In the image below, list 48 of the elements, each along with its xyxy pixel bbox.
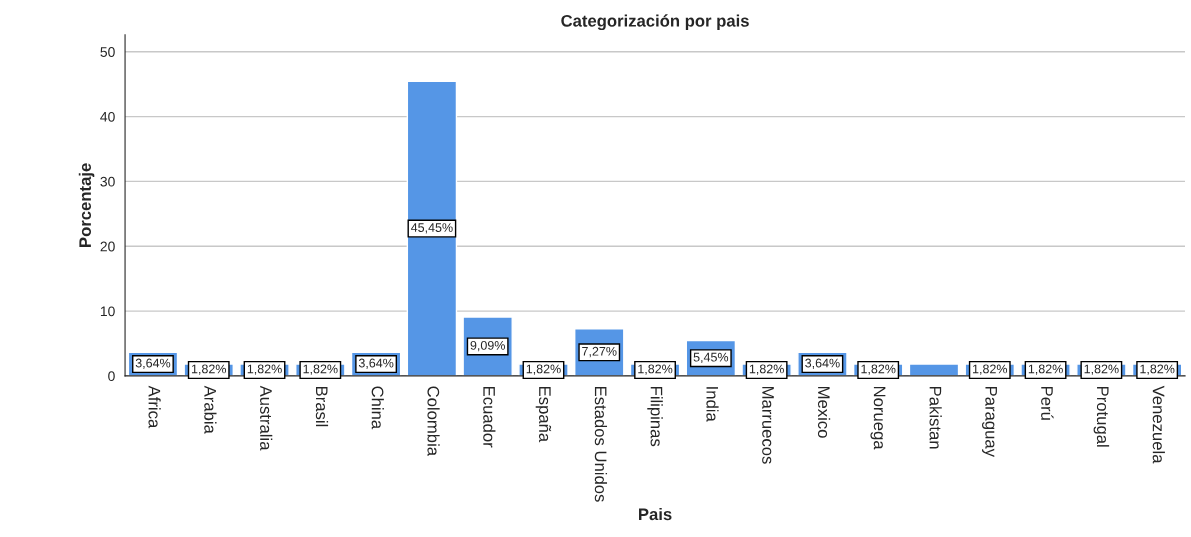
y-tick-label: 10	[100, 306, 115, 317]
data-label: 3,64%	[135, 358, 171, 369]
y-tick-label: 50	[100, 47, 115, 57]
data-label: 1,82%	[1084, 364, 1119, 375]
bar	[908, 363, 960, 376]
chart-title: Categorización por pais	[561, 14, 749, 31]
x-tick-label: Brasil	[315, 386, 329, 427]
x-tick-label: Pakistan	[929, 386, 942, 449]
data-label: 7,27%	[582, 346, 617, 358]
y-tick-label: 40	[100, 111, 115, 122]
x-tick-label: Venezuela	[1152, 385, 1165, 464]
data-label: 3,64%	[805, 358, 840, 369]
x-tick-label: Filipinas	[647, 386, 663, 447]
data-label: 5,45%	[693, 352, 729, 364]
data-label: 1,82%	[861, 364, 896, 375]
data-label: 1,82%	[638, 364, 673, 375]
data-label: 1,82%	[526, 364, 561, 375]
data-label: 45,45%	[410, 223, 453, 234]
y-tick-label: 20	[100, 241, 115, 252]
x-tick-label: Perú	[1041, 386, 1054, 420]
x-tick-label: Marruecos	[762, 386, 774, 464]
data-label: 1,82%	[973, 364, 1008, 375]
data-label: 1,82%	[1140, 364, 1175, 375]
data-label: 1,82%	[303, 364, 338, 375]
x-tick-label: Protugal	[1093, 386, 1110, 447]
y-tick-label: 0	[108, 371, 115, 382]
data-label: 1,82%	[1028, 364, 1063, 375]
x-axis-title: Pais	[639, 507, 672, 521]
y-axis-title: Porcentaje	[78, 163, 95, 247]
data-label: 3,64%	[358, 358, 394, 369]
data-label: 1,82%	[247, 364, 282, 375]
data-label: 9,09%	[470, 340, 505, 352]
x-tick-label: China	[371, 386, 384, 430]
x-tick-label: Ecuador	[483, 386, 496, 448]
data-label: 1,82%	[191, 364, 227, 375]
x-tick-label: Paraguay	[982, 386, 997, 457]
x-tick-label: Mexico	[817, 386, 831, 438]
x-tick-label: India	[706, 387, 719, 422]
x-tick-label: España	[535, 386, 552, 443]
x-tick-label: Colombia	[427, 386, 440, 457]
x-tick-label: Noruega	[870, 386, 886, 450]
x-tick-label: Estados Unidos	[594, 386, 608, 502]
data-label: 1,82%	[749, 364, 784, 375]
y-tick-label: 30	[100, 176, 115, 187]
x-tick-label: Arabia	[204, 385, 217, 434]
x-tick-label: Africa	[148, 385, 161, 429]
bar	[406, 80, 458, 376]
x-tick-label: Australia	[260, 385, 273, 451]
